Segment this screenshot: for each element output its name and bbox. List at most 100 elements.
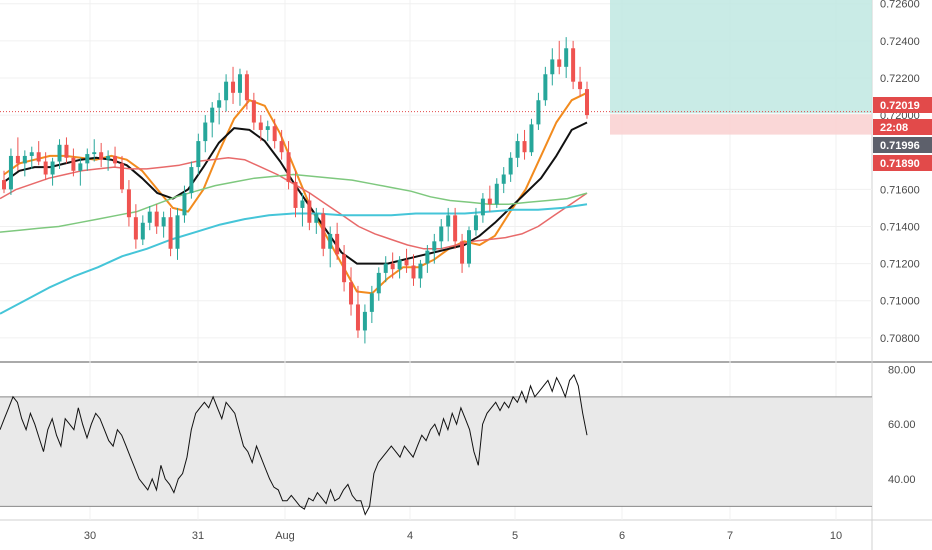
price-tick-label: 0.71600	[880, 184, 920, 196]
time-tick-label: 5	[512, 530, 518, 542]
price-tick-label: 0.71200	[880, 259, 920, 271]
price-tick-label: 0.72600	[880, 0, 920, 11]
candle-body	[307, 200, 312, 223]
candle-body	[473, 215, 478, 231]
rsi-tick-label: 80.00	[888, 364, 916, 376]
candle-body	[71, 157, 76, 171]
candle-body	[265, 126, 270, 130]
candle-body	[397, 259, 402, 270]
candle-body	[425, 250, 430, 264]
candle-body	[251, 100, 256, 123]
candle-body	[154, 211, 159, 227]
candle-body	[404, 259, 409, 266]
candle-body	[189, 167, 194, 194]
candle-body	[64, 144, 69, 158]
candle-body	[550, 59, 555, 75]
candle-body	[369, 293, 374, 312]
price-tag-label: 0.71890	[880, 158, 920, 170]
candle-body	[113, 155, 118, 164]
candle-body	[258, 122, 263, 130]
candle-body	[355, 304, 360, 331]
candle-body	[487, 198, 492, 205]
candle-body	[279, 141, 284, 153]
candle-body	[508, 157, 513, 175]
time-tick-label: 30	[84, 530, 96, 542]
rsi-band	[0, 396, 872, 507]
candle-body	[196, 141, 201, 168]
candle-body	[133, 217, 138, 240]
candle-body	[119, 163, 124, 190]
candle-body	[217, 100, 222, 108]
price-tick-label: 0.71000	[880, 296, 920, 308]
candle-body	[237, 74, 242, 93]
candle-body	[432, 241, 437, 251]
time-tick-label: 10	[830, 530, 842, 542]
time-tick-label: 6	[619, 530, 625, 542]
trade-boxes	[0, 0, 872, 135]
price-tag	[873, 155, 932, 171]
candle-body	[439, 226, 444, 242]
price-tag	[873, 119, 932, 135]
stop-zone	[610, 114, 872, 135]
candle-body	[99, 152, 104, 160]
candle-body	[515, 141, 520, 158]
price-tick-label: 0.72200	[880, 73, 920, 85]
candle-body	[224, 81, 229, 101]
rsi-tick-label: 60.00	[888, 419, 916, 431]
candle-body	[286, 152, 291, 182]
candle-body	[203, 122, 208, 142]
candle-body	[2, 180, 6, 190]
candle-body	[328, 233, 333, 249]
price-tag-label: 0.72019	[880, 100, 920, 112]
candle-body	[467, 230, 472, 264]
time-tick-label: 31	[192, 530, 204, 542]
candle-body	[501, 174, 506, 184]
candle-body	[92, 152, 97, 155]
candle-body	[29, 152, 34, 156]
candle-body	[106, 155, 111, 160]
candle-body	[210, 107, 215, 123]
candle-body	[293, 181, 298, 208]
candle-body	[244, 74, 249, 101]
candle-body	[147, 211, 152, 223]
candle-body	[161, 217, 166, 227]
price-tag-label: 22:08	[880, 122, 908, 134]
candle-body	[522, 141, 527, 153]
price-tag	[873, 97, 932, 113]
candle-body	[453, 215, 458, 242]
candle-body	[85, 154, 90, 164]
candle-body	[349, 282, 354, 305]
candle-body	[22, 155, 27, 164]
candle-body	[585, 89, 589, 116]
price-tick-label: 0.70800	[880, 333, 920, 345]
candle-body	[126, 189, 131, 218]
candle-body	[529, 124, 534, 153]
time-axis[interactable]: 30 31 Aug 4 5 6 7 10	[84, 530, 842, 542]
rsi-tick-label: 40.00	[888, 474, 916, 486]
candle-body	[446, 215, 451, 227]
candle-body	[390, 263, 395, 270]
candle-body	[36, 152, 41, 162]
candle-body	[8, 155, 13, 190]
candle-body	[418, 263, 423, 279]
candle-body	[362, 311, 367, 331]
price-tick-label: 0.71400	[880, 221, 920, 233]
candle-body	[571, 48, 576, 82]
candle-body	[272, 126, 277, 142]
candle-body	[536, 100, 541, 125]
candle-body	[57, 144, 62, 162]
candle-body	[578, 81, 583, 90]
candles	[2, 37, 589, 344]
price-axis[interactable]: 0.70800 0.71000 0.71200 0.71400 0.71600 0.720…	[880, 0, 920, 486]
candle-body	[15, 155, 20, 164]
candle-body	[231, 81, 236, 93]
candle-body	[460, 241, 465, 264]
target-zone	[610, 0, 872, 114]
candle-body	[383, 263, 388, 273]
candle-body	[175, 215, 180, 249]
candle-body	[494, 183, 499, 205]
candle-body	[140, 222, 145, 240]
candle-body	[543, 74, 548, 101]
rsi-pane	[0, 373, 872, 516]
